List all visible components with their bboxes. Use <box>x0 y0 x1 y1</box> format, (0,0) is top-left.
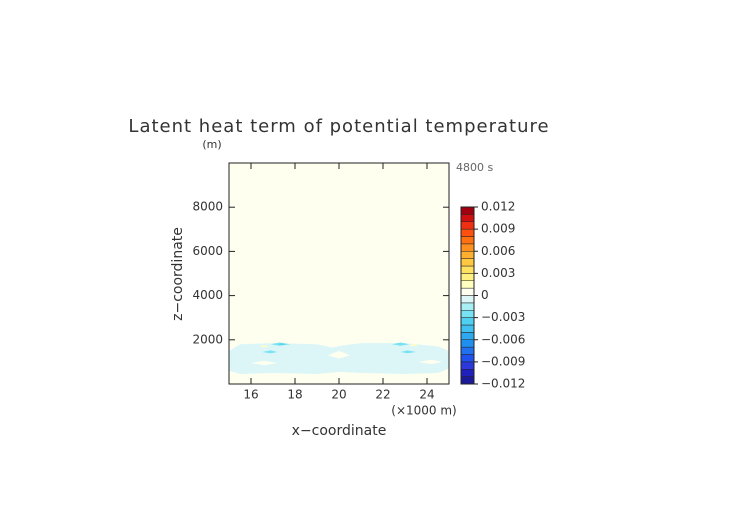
contour-region <box>418 359 443 365</box>
colorbar-frame <box>460 206 475 385</box>
x-tick-label: 24 <box>419 388 434 402</box>
colorbar-band <box>460 228 475 237</box>
colorbar-band <box>460 302 475 311</box>
colorbar-band <box>460 324 475 333</box>
x-tick-label: 22 <box>375 388 390 402</box>
colorbar-band <box>460 265 475 274</box>
contour-region <box>251 360 278 366</box>
contour-region <box>400 350 416 354</box>
x-unit: (×1000 m) <box>391 404 456 418</box>
colorbar-band <box>460 251 475 259</box>
plot-area <box>229 163 449 384</box>
x-tick-label: 16 <box>243 388 258 402</box>
colorbar-tick-label: −0.012 <box>481 377 525 391</box>
colorbar-band <box>460 369 475 377</box>
x-tick-label: 20 <box>331 388 346 402</box>
colorbar-tick-label: −0.003 <box>481 310 525 324</box>
colorbar-tick-label: 0 <box>481 288 489 302</box>
colorbar-band <box>460 376 475 385</box>
colorbar-tick-label: −0.009 <box>481 354 525 368</box>
contour-region <box>259 345 269 348</box>
colorbar-band <box>460 332 475 340</box>
colorbar-tick-label: 0.012 <box>481 200 515 214</box>
colorbar-tick-label: 0.003 <box>481 266 515 280</box>
colorbar-band <box>460 339 475 348</box>
colorbar-band <box>460 287 475 296</box>
contour-region <box>277 343 287 345</box>
colorbar-band <box>460 280 475 289</box>
y-tick-label: 6000 <box>192 244 223 258</box>
colorbar-tick-label: 0.009 <box>481 222 515 236</box>
y-axis-label: z−coordinate <box>170 227 186 321</box>
y-unit: (m) <box>202 138 221 151</box>
contour-region <box>409 343 419 347</box>
x-axis-label: x−coordinate <box>292 423 387 439</box>
colorbar-band <box>460 295 475 304</box>
colorbar-band <box>460 221 475 230</box>
colorbar-band <box>460 346 475 355</box>
colorbar-band <box>460 317 475 326</box>
colorbar-tick-label: 0.006 <box>481 244 515 258</box>
contour-region <box>328 350 350 359</box>
x-tick-label: 18 <box>287 388 302 402</box>
colorbar-band <box>460 236 475 245</box>
y-tick-label: 2000 <box>192 332 223 346</box>
colorbar-band <box>460 214 475 222</box>
colorbar-band <box>460 206 475 215</box>
colorbar-band <box>460 354 475 363</box>
time-label: 4800 s <box>456 161 493 174</box>
colorbar-band <box>460 310 475 318</box>
axes: 16 18 20 22 24 2000 4000 6000 8000 −0.012 −0.009 −0… <box>192 162 525 402</box>
colorbar-band <box>460 258 475 267</box>
contour-region <box>262 350 278 354</box>
colorbar-band <box>460 273 475 281</box>
colorbar-tick-label: −0.006 <box>481 332 525 346</box>
y-tick-label: 8000 <box>192 200 223 214</box>
contour-region <box>391 342 410 346</box>
colorbar-band <box>460 361 475 370</box>
y-tick-label: 4000 <box>192 288 223 302</box>
colorbar-band <box>460 243 475 252</box>
chart-title: Latent heat term of potential temperatur… <box>128 116 549 137</box>
